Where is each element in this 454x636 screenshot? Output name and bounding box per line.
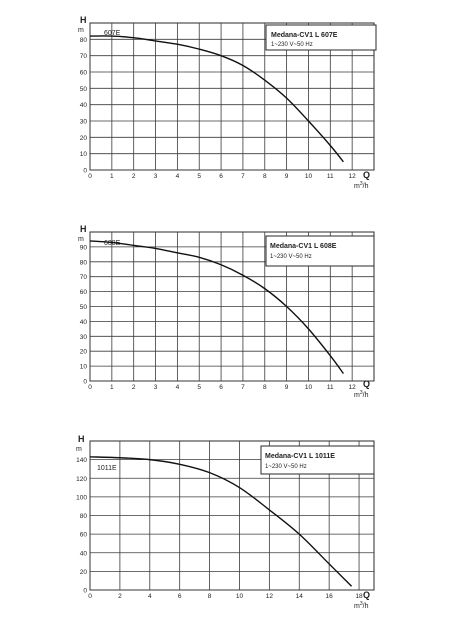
chart-title-box — [265, 24, 377, 51]
y-tick-label: 50 — [80, 86, 88, 93]
series-line — [89, 35, 344, 163]
y-axis-unit: m — [78, 27, 84, 34]
y-tick-label: 10 — [80, 364, 88, 371]
y-tick-label: 120 — [76, 476, 87, 483]
chart-1011e: H m Q m3/h 1011E 0 2 4 6 8 10 12 14 16 18 0 20 40 60 8… — [76, 434, 375, 610]
x-tick-label: 1 — [110, 173, 114, 180]
y-axis-unit: m — [76, 446, 82, 453]
x-tick-label: 12 — [349, 384, 357, 391]
x-axis-symbol: Q — [363, 170, 370, 180]
x-axis-unit: m3/h — [354, 601, 369, 610]
x-tick-label: 0 — [88, 384, 92, 391]
y-tick-label: 80 — [80, 259, 88, 266]
x-tick-label: 7 — [241, 173, 245, 180]
x-tick-label: 11 — [327, 384, 334, 391]
y-tick-label: 40 — [80, 550, 88, 557]
series-label: 607E — [104, 30, 121, 37]
chart-607e: H m Q m3/h 607E 0 1 2 3 4 5 6 7 8 9 10 11 1201020304… — [78, 15, 377, 190]
y-axis-symbol: H — [80, 224, 87, 234]
x-tick-label: 8 — [263, 173, 267, 180]
x-tick-label: 5 — [197, 173, 201, 180]
y-tick-label: 60 — [80, 70, 88, 77]
y-tick-label: 20 — [80, 569, 88, 576]
x-tick-label: 11 — [327, 173, 334, 180]
y-tick-label: 90 — [80, 244, 88, 251]
x-tick-label: 9 — [285, 384, 289, 391]
x-tick-label: 0 — [88, 173, 92, 180]
x-tick-label: 7 — [241, 384, 245, 391]
x-axis-unit-label: Q m3/h — [354, 590, 370, 610]
y-tick-label: 40 — [80, 319, 88, 326]
y-tick-label: 10 — [80, 151, 88, 158]
chart-subtitle: 1~230 V~50 Hz — [271, 42, 313, 48]
chart-title: Medana-CV1 L 1011E — [265, 453, 335, 460]
y-tick-label: 30 — [80, 334, 88, 341]
x-tick-label: 1 — [110, 384, 114, 391]
chart-subtitle: 1~230 V~50 Hz — [265, 464, 307, 470]
y-tick-label: 60 — [80, 532, 88, 539]
series-line — [89, 240, 344, 374]
y-tick-label: 30 — [80, 119, 88, 126]
x-tick-label: 10 — [305, 173, 313, 180]
y-tick-label: 70 — [80, 274, 88, 281]
series-label: 1011E — [97, 465, 117, 472]
x-tick-label: 14 — [296, 593, 304, 600]
chart-title: Medana-CV1 L 607E — [271, 32, 338, 39]
chart-title-box — [260, 445, 375, 475]
y-tick-label: 20 — [80, 349, 88, 356]
y-tick-label: 70 — [80, 53, 88, 60]
y-tick-label: 140 — [76, 457, 87, 464]
series-line — [89, 456, 353, 587]
chart-608e: H m Q m3/h 608E 0 1 2 3 4 5 6 7 8 9 10 11 1201020304… — [78, 224, 375, 399]
y-tick-label: 80 — [80, 37, 88, 44]
x-tick-label: 6 — [219, 173, 223, 180]
x-axis-symbol: Q — [363, 590, 370, 600]
x-tick-label: 8 — [263, 384, 267, 391]
x-tick-label: 6 — [178, 593, 182, 600]
x-tick-label: 0 — [88, 593, 92, 600]
chart-title-box — [265, 235, 375, 267]
x-axis-unit: m3/h — [354, 181, 369, 190]
x-axis-unit-label: Q m3/h — [354, 379, 370, 399]
x-tick-label: 10 — [305, 384, 313, 391]
x-tick-label: 10 — [236, 593, 244, 600]
y-tick-label: 80 — [80, 513, 88, 520]
x-axis-unit-label: Q m3/h — [354, 170, 370, 190]
y-tick-label: 0 — [83, 379, 87, 386]
x-tick-label: 3 — [154, 173, 158, 180]
x-tick-label: 2 — [132, 384, 136, 391]
y-tick-label: 40 — [80, 102, 88, 109]
x-tick-label: 6 — [219, 384, 223, 391]
y-axis-symbol: H — [78, 434, 85, 444]
y-tick-label: 0 — [83, 168, 87, 175]
x-axis-unit: m3/h — [354, 390, 369, 399]
x-tick-label: 8 — [208, 593, 212, 600]
x-tick-label: 16 — [326, 593, 334, 600]
x-tick-label: 5 — [197, 384, 201, 391]
y-tick-label: 50 — [80, 304, 88, 311]
x-tick-label: 3 — [154, 384, 158, 391]
y-tick-label: 20 — [80, 135, 88, 142]
x-axis-symbol: Q — [363, 379, 370, 389]
y-tick-label: 60 — [80, 289, 88, 296]
chart-subtitle: 1~230 V~50 Hz — [270, 254, 312, 260]
series-label: 608E — [104, 240, 121, 247]
x-tick-label: 12 — [349, 173, 357, 180]
y-tick-label: 100 — [76, 494, 87, 501]
y-axis-unit: m — [78, 236, 84, 243]
x-tick-label: 2 — [118, 593, 122, 600]
x-tick-label: 12 — [266, 593, 274, 600]
x-tick-label: 4 — [176, 173, 180, 180]
chart-title: Medana-CV1 L 608E — [270, 243, 337, 250]
x-tick-label: 4 — [176, 384, 180, 391]
x-tick-label: 9 — [285, 173, 289, 180]
y-tick-label: 0 — [83, 588, 87, 595]
x-tick-label: 2 — [132, 173, 136, 180]
x-tick-label: 4 — [148, 593, 152, 600]
x-tick-label: 18 — [355, 593, 363, 600]
y-axis-symbol: H — [80, 15, 87, 25]
